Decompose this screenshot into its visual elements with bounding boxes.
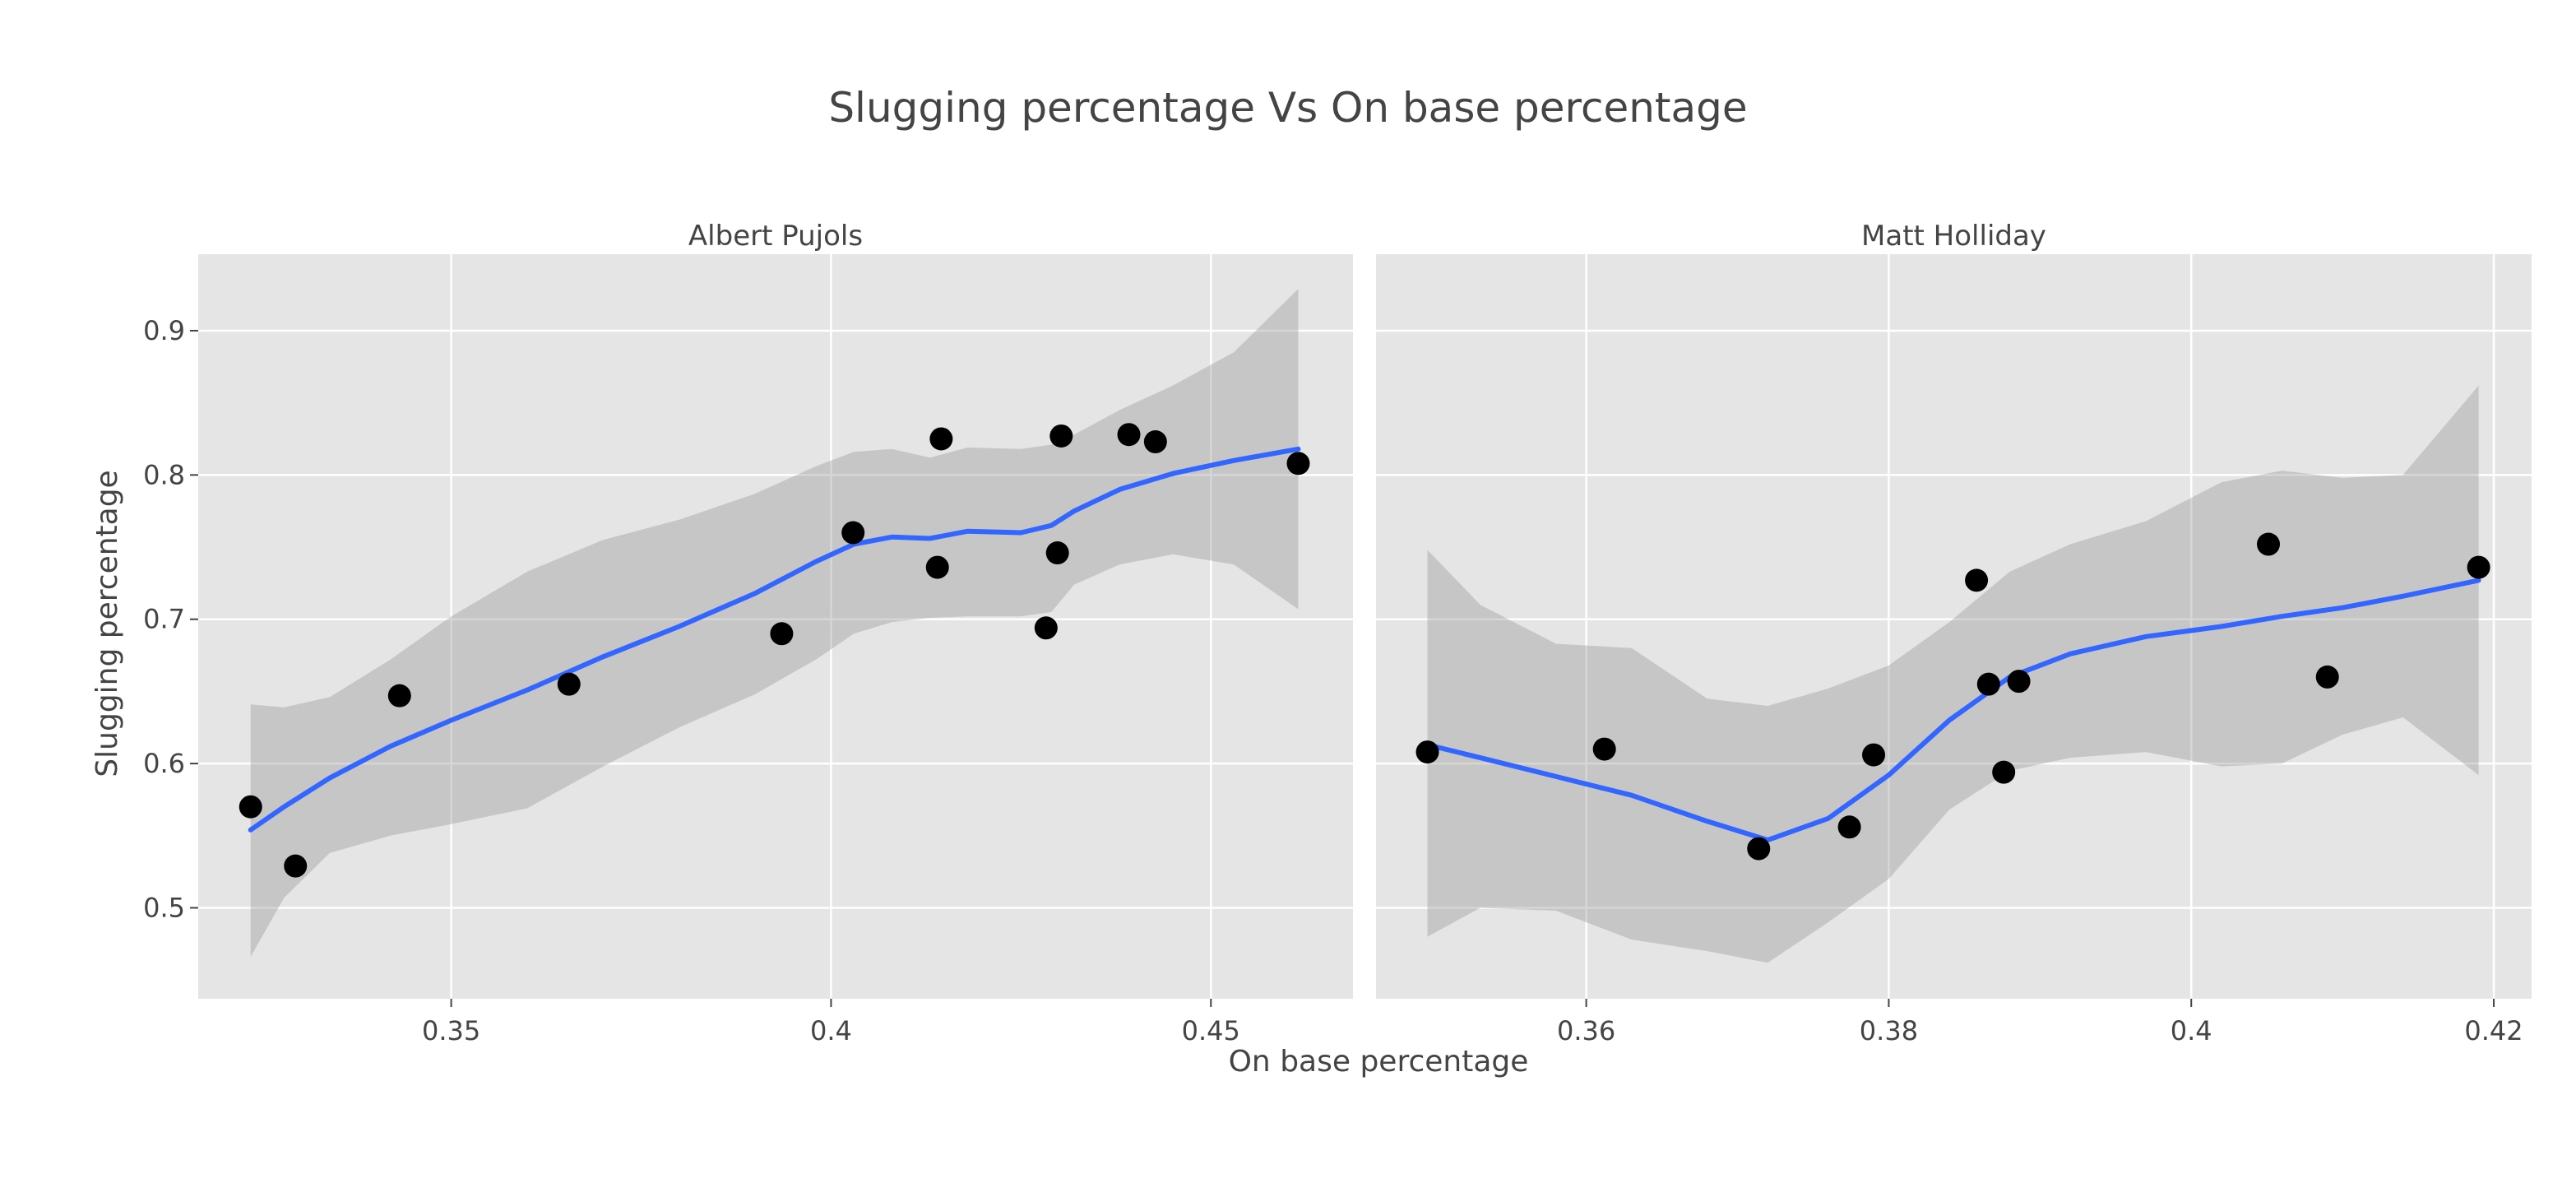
data-point xyxy=(1837,815,1861,839)
facet-label: Matt Holliday xyxy=(1861,220,2046,253)
x-tick-label: 0.4 xyxy=(2171,1015,2212,1046)
panel-background xyxy=(1376,254,2532,999)
data-point xyxy=(1415,740,1439,764)
x-axis-title: On base percentage xyxy=(1229,1045,1529,1079)
x-tick-label: 0.45 xyxy=(1182,1015,1240,1046)
data-point xyxy=(2007,670,2031,694)
chart-title: Slugging percentage Vs On base percentag… xyxy=(828,84,1747,132)
confidence-band xyxy=(250,289,1299,958)
y-tick-label: 0.8 xyxy=(143,459,185,490)
data-point xyxy=(841,521,865,545)
y-tick-label: 0.6 xyxy=(143,748,185,779)
data-point xyxy=(1747,837,1771,861)
y-axis-title: Slugging percentage xyxy=(90,470,124,777)
data-point xyxy=(1965,568,1989,592)
data-point xyxy=(1592,737,1616,761)
facet-1: Albert Pujols 0.35 0.4 0.45 0.5 0.6 0.7 0.8 0.9 xyxy=(143,220,1353,1046)
data-point xyxy=(1992,760,2016,784)
facet-2: Matt Holliday 0.36 0.38 0.4 0.42 xyxy=(1376,220,2532,1046)
data-point xyxy=(1286,452,1310,476)
data-point xyxy=(284,854,308,878)
x-tick-label: 0.38 xyxy=(1860,1015,1918,1046)
data-point xyxy=(925,555,949,579)
data-point xyxy=(2467,555,2490,579)
smooth-line xyxy=(1425,578,2481,843)
x-tick-label: 0.36 xyxy=(1557,1015,1615,1046)
x-tick-label: 0.35 xyxy=(422,1015,480,1046)
x-tick-label: 0.42 xyxy=(2464,1015,2523,1046)
y-tick-label: 0.9 xyxy=(143,315,185,346)
smooth-line xyxy=(248,446,1301,833)
data-point xyxy=(2257,532,2281,556)
data-point xyxy=(1045,541,1069,565)
data-point xyxy=(770,622,794,646)
y-tick-label: 0.7 xyxy=(143,604,185,635)
data-point xyxy=(1862,743,1886,767)
data-point xyxy=(557,672,581,696)
facets: Albert Pujols 0.35 0.4 0.45 0.5 0.6 0.7 0.8 0.9 M… xyxy=(143,220,2532,1046)
data-point xyxy=(1143,430,1167,454)
data-point xyxy=(2315,665,2339,689)
data-point xyxy=(1976,672,2000,696)
data-point xyxy=(239,795,262,819)
data-point xyxy=(929,427,953,451)
data-point xyxy=(387,684,411,708)
data-point xyxy=(1049,424,1073,448)
confidence-band xyxy=(1427,385,2479,963)
facet-label: Albert Pujols xyxy=(688,220,863,253)
x-tick-label: 0.4 xyxy=(810,1015,852,1046)
data-point xyxy=(1117,423,1141,447)
y-tick-label: 0.5 xyxy=(143,893,185,924)
data-point xyxy=(1034,616,1058,640)
